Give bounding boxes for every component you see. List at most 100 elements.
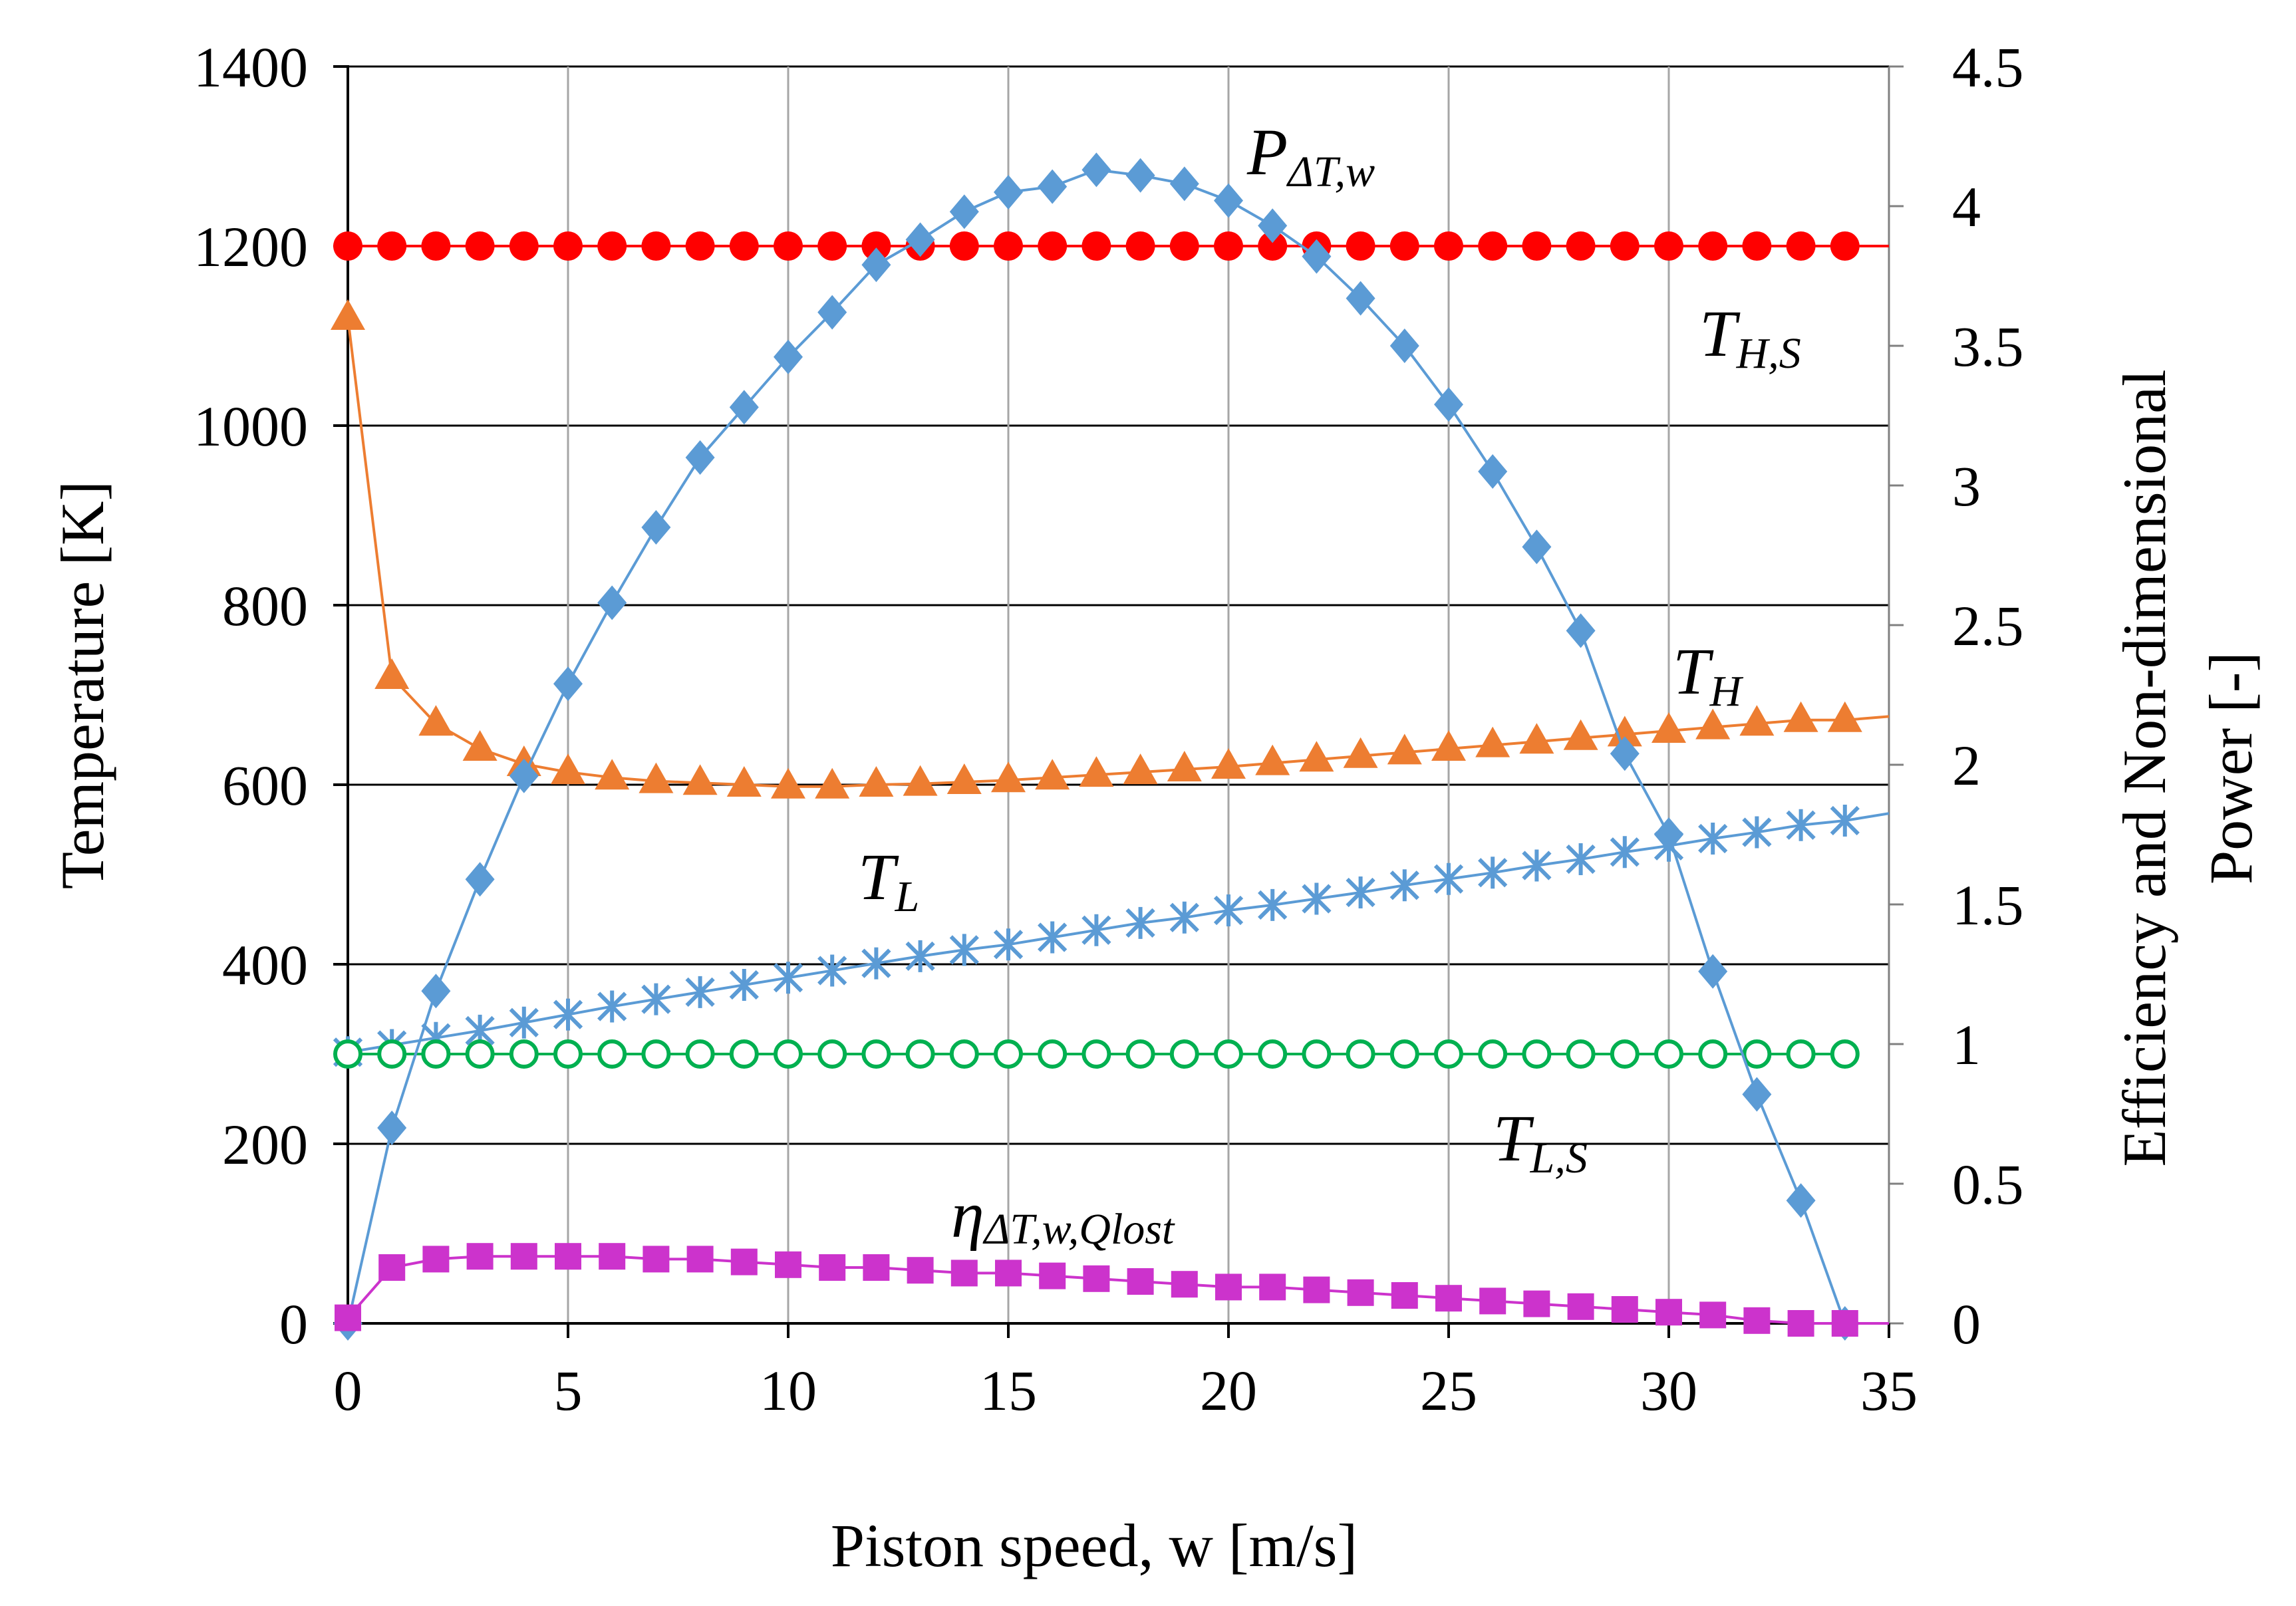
data-point [1654, 231, 1683, 261]
data-point [641, 231, 671, 261]
data-point [418, 705, 454, 736]
data-point [1127, 1268, 1154, 1295]
data-point [1039, 1262, 1066, 1289]
data-point [1610, 836, 1640, 869]
y-right-tick-label: 4 [1952, 175, 1981, 239]
data-point [950, 1260, 978, 1287]
x-tick-label: 35 [1860, 1359, 1918, 1422]
y-axis-right-title-line2: Power [-] [2197, 652, 2265, 884]
data-point [729, 1039, 759, 1069]
data-point [1387, 734, 1422, 765]
data-point [1347, 1279, 1374, 1306]
data-point [1038, 1039, 1068, 1069]
data-point [1698, 823, 1728, 855]
x-tick-label: 15 [980, 1359, 1037, 1422]
label-t-l: TL [858, 840, 919, 921]
data-point [1566, 613, 1596, 648]
data-point [1699, 1301, 1727, 1329]
data-point [1786, 1183, 1816, 1218]
data-point [377, 231, 407, 261]
data-point [421, 231, 451, 261]
data-point [949, 194, 979, 229]
data-point [1258, 208, 1288, 243]
data-point [907, 1257, 934, 1284]
data-point [1830, 1039, 1860, 1069]
data-point [815, 767, 850, 799]
data-point [553, 998, 583, 1031]
data-point [1258, 888, 1288, 921]
data-point [509, 1006, 539, 1039]
data-point [465, 862, 495, 897]
data-point [685, 976, 715, 1008]
data-point [1431, 730, 1466, 761]
data-point [1742, 1077, 1772, 1112]
data-point [639, 762, 674, 793]
data-point [1786, 231, 1816, 261]
label-t-h-s: TH,S [1699, 297, 1801, 378]
data-point [774, 339, 803, 374]
data-point [1343, 737, 1378, 768]
data-point [773, 962, 803, 994]
data-point [1389, 231, 1419, 261]
data-point [1038, 921, 1068, 954]
data-point [1125, 158, 1155, 193]
data-point [422, 1246, 450, 1273]
data-point [686, 1246, 714, 1273]
x-tick-label: 20 [1200, 1359, 1257, 1422]
data-point [595, 759, 630, 790]
data-point [1081, 1039, 1111, 1069]
data-point [1611, 1296, 1638, 1323]
data-point [1302, 239, 1332, 274]
label-t-h: TH [1673, 634, 1744, 716]
data-point [1698, 954, 1728, 989]
data-point [1434, 1039, 1463, 1069]
data-point [1654, 817, 1683, 852]
data-point [553, 666, 583, 702]
label-p-delta-t-w: PΔT,w [1246, 115, 1375, 196]
x-tick-label: 0 [334, 1359, 362, 1422]
x-tick-label: 5 [554, 1359, 583, 1422]
data-point [597, 1039, 627, 1069]
data-point [1125, 231, 1155, 261]
data-point [1214, 183, 1243, 218]
data-point [1299, 741, 1334, 772]
data-point [1303, 1276, 1330, 1303]
data-point [597, 990, 627, 1023]
data-point [726, 766, 762, 797]
y-left-tick-label: 0 [279, 1292, 308, 1356]
data-point [903, 765, 938, 796]
y-right-tick-label: 1.5 [1952, 873, 2024, 937]
data-point [1211, 748, 1246, 779]
data-point [597, 231, 627, 261]
data-point [1214, 1039, 1243, 1069]
data-point [861, 947, 891, 980]
data-point [774, 1039, 803, 1069]
y-left-tick-label: 1000 [194, 394, 308, 458]
series-5 [335, 1243, 1889, 1337]
data-point [641, 983, 671, 1015]
data-point [641, 1039, 671, 1069]
data-point [1607, 716, 1642, 747]
y-left-tick-label: 200 [222, 1113, 308, 1176]
data-point [905, 1039, 935, 1069]
data-point [946, 763, 982, 794]
data-point [994, 1039, 1023, 1069]
data-point [685, 1039, 715, 1069]
data-point [1566, 1039, 1596, 1069]
data-point [729, 390, 759, 425]
y-right-tick-label: 2.5 [1952, 594, 2024, 658]
data-point [859, 766, 894, 797]
data-point [1523, 1290, 1550, 1317]
data-point [597, 585, 627, 620]
data-point [377, 1111, 407, 1145]
data-point [1346, 1039, 1375, 1069]
data-point [1346, 281, 1375, 316]
data-point [1259, 1273, 1286, 1301]
data-point [819, 1254, 846, 1281]
data-point [1389, 329, 1419, 363]
data-point [1081, 231, 1111, 261]
data-point [1827, 701, 1862, 732]
data-point [331, 299, 365, 330]
data-point [1214, 231, 1243, 261]
